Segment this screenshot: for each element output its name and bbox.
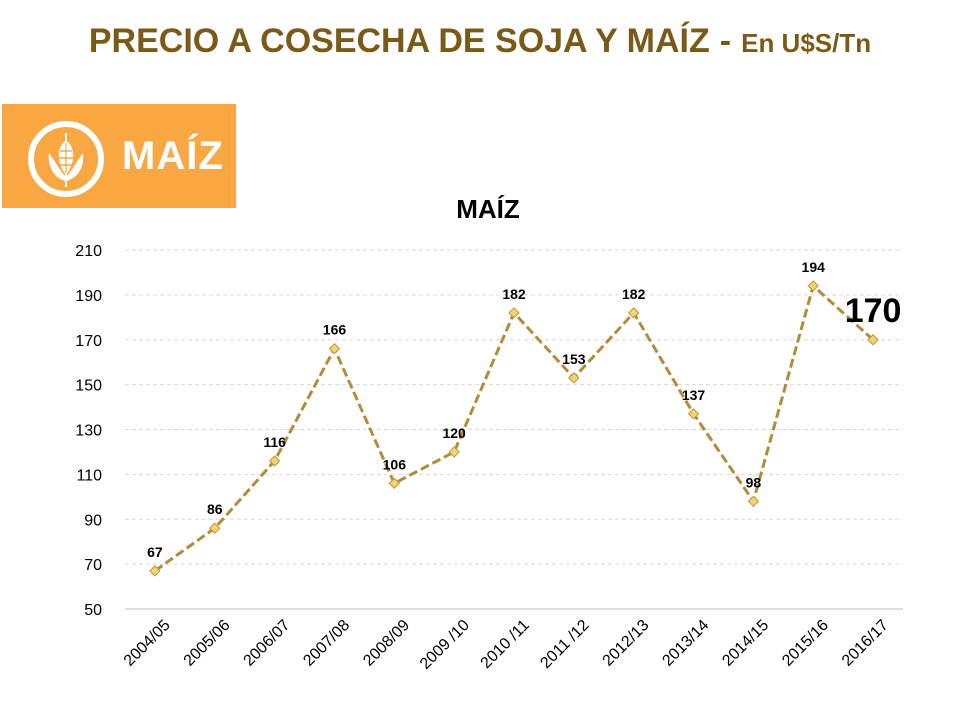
data-label: 116 (263, 434, 286, 450)
x-tick-label: 2010 /11 (478, 617, 533, 672)
data-point (627, 307, 640, 319)
x-tick-label: 2016/17 (839, 617, 892, 670)
x-tick-label: 2012/13 (600, 617, 653, 670)
data-point (448, 446, 460, 458)
data-label-highlight: 170 (845, 292, 902, 330)
y-axis: 50 70 90 110 130 150 170 190 210 (75, 243, 102, 619)
data-label: 86 (207, 501, 223, 517)
series-line-path (154, 283, 875, 573)
data-point (747, 495, 760, 508)
maiz-banner: MAÍZ (2, 104, 236, 208)
data-label: 166 (323, 322, 347, 338)
y-tick-label: 190 (75, 288, 102, 305)
series-line (149, 280, 879, 577)
chart-grid (125, 249, 903, 610)
y-tick-label: 170 (75, 333, 102, 350)
data-point (687, 408, 700, 420)
page-title-separator: - (719, 22, 732, 60)
data-point (209, 522, 221, 534)
data-point (268, 455, 281, 467)
y-tick-label: 130 (75, 423, 102, 440)
data-label: 194 (802, 259, 826, 275)
data-point (807, 280, 819, 292)
x-tick-label: 2005/06 (181, 617, 234, 670)
x-tick-label: 2004/05 (121, 617, 174, 670)
x-tick-label: 2014/15 (719, 617, 772, 670)
corn-icon (28, 121, 104, 197)
banner-label: MAÍZ (122, 134, 224, 178)
x-tick-label: 2011 /12 (537, 617, 592, 672)
data-point (867, 334, 879, 346)
x-axis: 2004/05 2005/06 2006/07 2007/08 2008/09 2009 … (121, 617, 892, 673)
page-title: PRECIO A COSECHA DE SOJA Y MAÍZ - En U$S/T… (0, 22, 960, 61)
y-tick-label: 70 (84, 557, 102, 574)
data-label: 98 (746, 474, 762, 490)
data-label: 182 (502, 286, 526, 302)
data-point (149, 565, 161, 577)
data-point (328, 343, 341, 355)
data-labels: 67 86 116 166 106 120 182 153 182 137 98 194 170 (147, 259, 901, 560)
y-tick-label: 210 (75, 243, 102, 260)
x-tick-label: 2007/08 (300, 617, 353, 670)
data-point (568, 372, 580, 384)
page-title-unit: En U$S/Tn (741, 28, 872, 58)
x-tick-label: 2009 /10 (417, 617, 473, 673)
data-label: 106 (383, 456, 407, 472)
data-label: 67 (147, 544, 163, 560)
x-tick-label: 2006/07 (241, 617, 294, 670)
y-tick-label: 150 (75, 378, 102, 395)
chart-title: MAÍZ (456, 194, 520, 224)
data-label: 120 (442, 425, 466, 441)
y-tick-label: 50 (84, 602, 102, 619)
data-point (388, 477, 401, 490)
data-label: 182 (622, 286, 646, 302)
data-point (508, 307, 520, 319)
data-label: 153 (562, 351, 586, 367)
x-tick-label: 2015/16 (779, 617, 832, 670)
data-label: 137 (682, 387, 706, 403)
y-tick-label: 110 (76, 467, 102, 484)
x-tick-label: 2008/09 (360, 617, 413, 670)
y-tick-label: 90 (84, 512, 102, 529)
x-tick-label: 2013/14 (659, 617, 712, 670)
page-title-text: PRECIO A COSECHA DE SOJA Y MAÍZ (88, 22, 710, 60)
